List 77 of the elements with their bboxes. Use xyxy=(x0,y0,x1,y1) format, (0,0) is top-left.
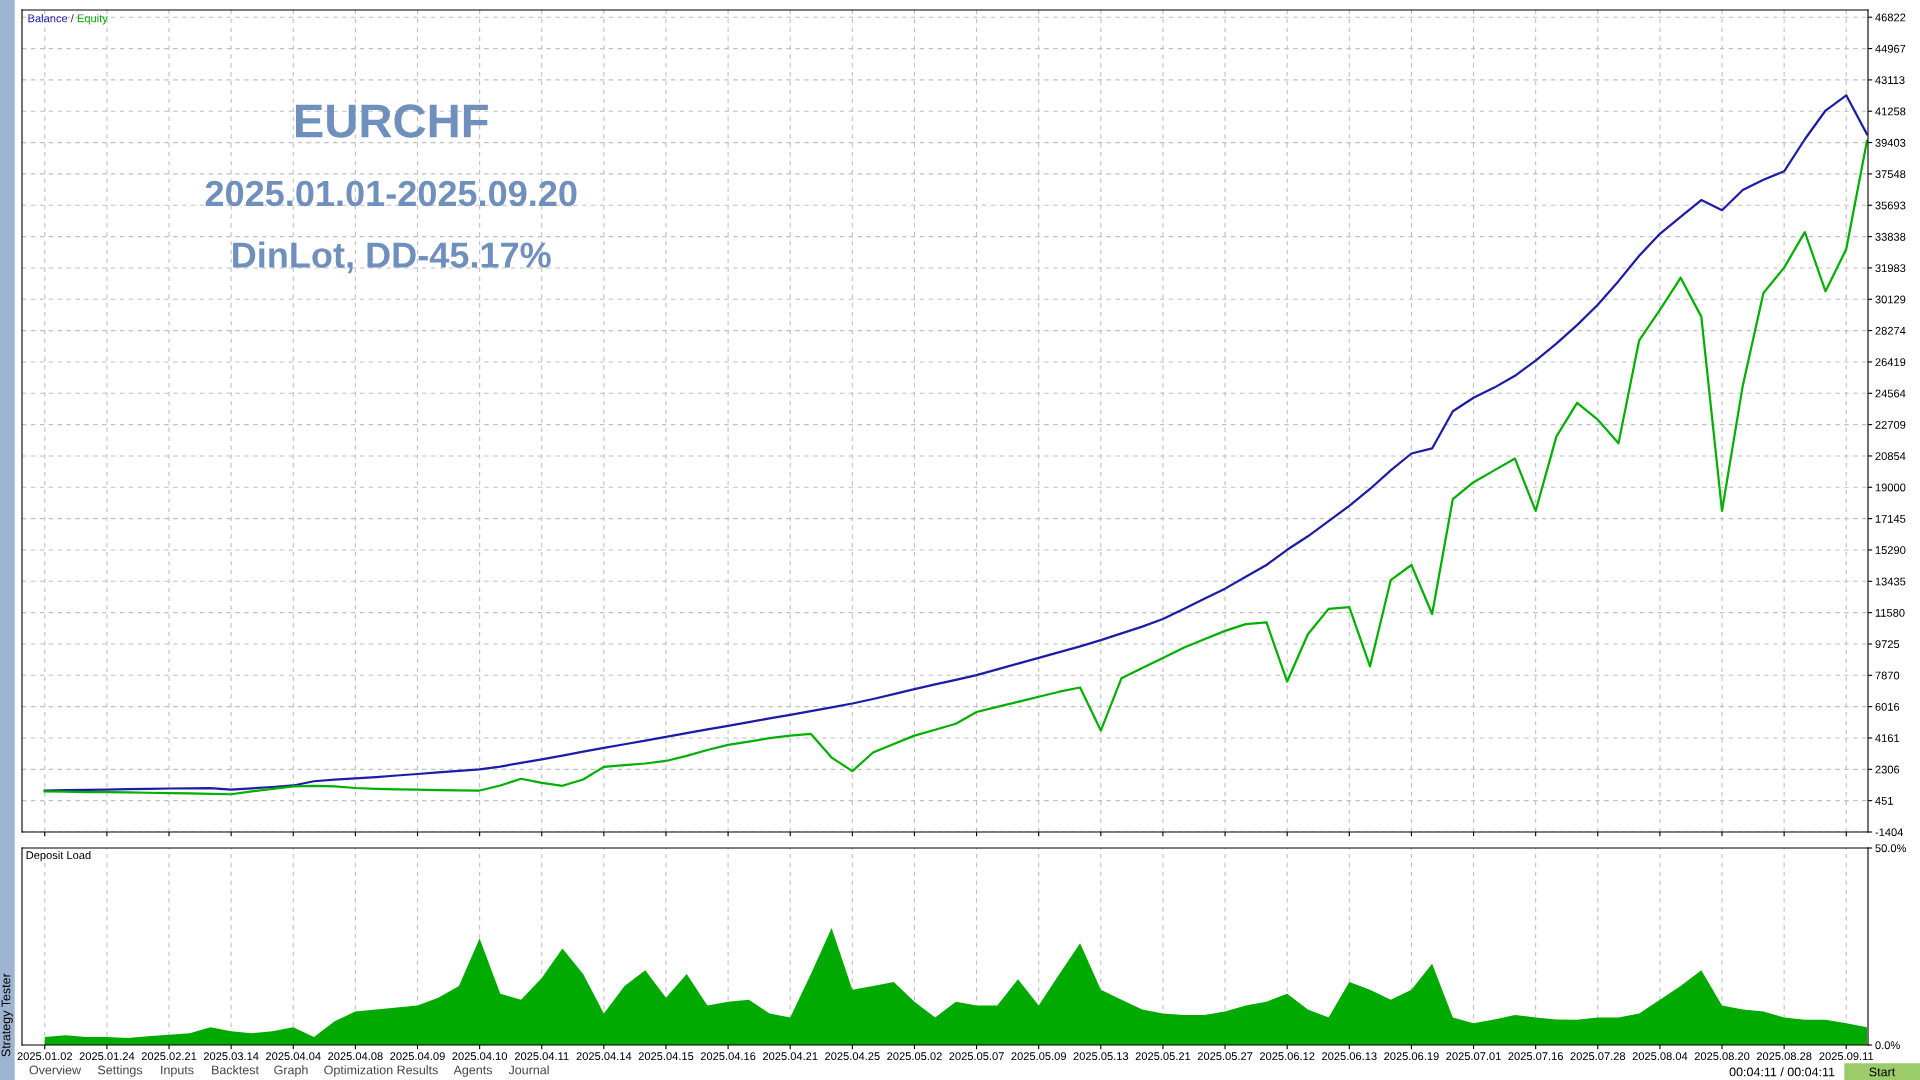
text: Equity xyxy=(77,14,108,25)
y-tick-label: 30129 xyxy=(1875,295,1906,304)
x-tick-label: 2025.07.28 xyxy=(1570,1052,1626,1061)
text: Settings xyxy=(97,1065,143,1077)
y-tick-label: 46822 xyxy=(1875,13,1906,22)
y-tick-label: 17145 xyxy=(1875,515,1906,523)
text: Graph xyxy=(274,1065,308,1077)
x-tick-label: 2025.04.25 xyxy=(825,1052,880,1061)
y-tick-label: 41258 xyxy=(1875,107,1906,116)
text: Optimization Results xyxy=(324,1065,438,1077)
y-tick-label: 22709 xyxy=(1875,420,1906,429)
text: Agents xyxy=(453,1065,493,1077)
text: Balance xyxy=(28,14,68,23)
x-tick-label: 2025.04.10 xyxy=(452,1052,507,1061)
y-tick-label: 44967 xyxy=(1875,44,1906,53)
x-tick-label: 2025.03.14 xyxy=(203,1052,259,1061)
y-tick-label: 0.0% xyxy=(1875,1041,1900,1050)
y-tick-label: 37548 xyxy=(1875,170,1906,179)
x-tick-label: 2025.06.13 xyxy=(1322,1052,1377,1061)
x-tick-label: 2025.05.27 xyxy=(1197,1052,1253,1061)
y-tick-label: 7870 xyxy=(1875,671,1900,680)
x-tick-label: 2025.07.01 xyxy=(1446,1052,1501,1061)
x-tick-label: 2025.02.21 xyxy=(141,1052,197,1061)
y-tick-label: 35693 xyxy=(1875,201,1906,210)
x-tick-label: 2025.04.11 xyxy=(514,1052,569,1061)
x-tick-label: 2025.08.28 xyxy=(1756,1052,1812,1061)
x-tick-label: 2025.07.16 xyxy=(1508,1052,1563,1061)
y-tick-label: 13435 xyxy=(1875,577,1906,586)
text: Journal xyxy=(508,1065,549,1075)
annotation: DinLot, DD-45.17% xyxy=(233,241,551,274)
x-tick-label: 2025.04.04 xyxy=(266,1052,321,1061)
y-tick-label: 15290 xyxy=(1875,546,1906,555)
x-tick-label: 2025.05.13 xyxy=(1073,1052,1129,1061)
x-tick-label: 2025.04.21 xyxy=(762,1052,818,1061)
text: 00:04:11 / 00:04:11 xyxy=(1729,1067,1835,1077)
y-tick-label: 9725 xyxy=(1875,640,1900,649)
x-tick-label: 2025.05.07 xyxy=(949,1052,1004,1061)
x-tick-label: 2025.04.08 xyxy=(328,1052,383,1061)
y-tick-label: 19000 xyxy=(1875,483,1906,492)
x-tick-label: 2025.08.04 xyxy=(1632,1052,1688,1061)
y-tick-label: 50.0% xyxy=(1875,844,1907,853)
y-tick-label: 31983 xyxy=(1875,264,1906,273)
x-tick-label: 2025.06.12 xyxy=(1259,1052,1315,1061)
text: Strategy Tester xyxy=(1,973,13,1057)
x-tick-label: 2025.05.21 xyxy=(1135,1052,1191,1061)
y-tick-label: 4161 xyxy=(1875,734,1900,743)
text: Backtest xyxy=(212,1065,259,1075)
y-tick-label: 39403 xyxy=(1875,138,1906,147)
annotation: / xyxy=(70,14,74,23)
x-tick-label: 2025.04.14 xyxy=(576,1052,632,1061)
y-tick-label: 451 xyxy=(1875,797,1893,805)
y-tick-label: 11580 xyxy=(1875,608,1905,617)
x-tick-label: 2025.04.09 xyxy=(390,1052,445,1061)
x-tick-label: 2025.01.24 xyxy=(79,1052,135,1061)
y-tick-label: 2306 xyxy=(1875,765,1900,774)
x-tick-label: 2025.09.11 xyxy=(1819,1052,1874,1061)
y-tick-label: 6016 xyxy=(1875,702,1900,711)
x-tick-label: 2025.05.09 xyxy=(1011,1052,1066,1061)
x-tick-label: 2025.06.19 xyxy=(1384,1052,1439,1061)
y-tick-label: -1404 xyxy=(1875,828,1904,837)
x-tick-label: 2025.01.02 xyxy=(17,1052,73,1061)
y-tick-label: 43113 xyxy=(1875,76,1905,85)
y-tick-label: 20854 xyxy=(1875,452,1906,461)
annotation: 2025.01.01-2025.09.20 xyxy=(205,180,577,207)
y-tick-label: 28274 xyxy=(1875,326,1906,335)
text: Start xyxy=(1869,1067,1896,1077)
y-tick-label: 24564 xyxy=(1875,389,1906,398)
chart-title: Deposit Load xyxy=(26,850,91,862)
annotation: EURCHF xyxy=(295,104,488,138)
x-tick-label: 2025.04.16 xyxy=(700,1052,756,1061)
y-tick-label: 26419 xyxy=(1875,358,1906,367)
x-tick-label: 2025.04.15 xyxy=(638,1052,694,1061)
x-tick-label: 2025.05.02 xyxy=(887,1052,942,1061)
x-tick-label: 2025.08.20 xyxy=(1694,1052,1750,1061)
text: Inputs xyxy=(161,1065,194,1077)
text: Overview xyxy=(29,1065,82,1075)
y-tick-label: 33838 xyxy=(1875,232,1906,241)
